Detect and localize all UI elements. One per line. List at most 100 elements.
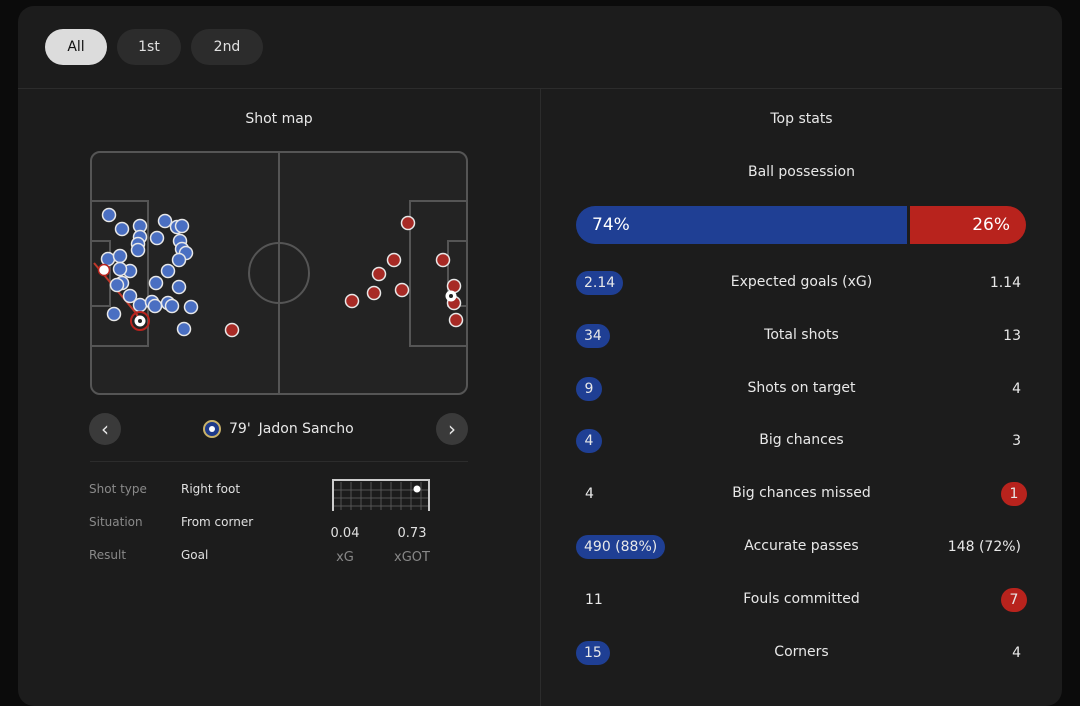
stat-row-fouls: 11 Fouls committed 7 bbox=[541, 585, 1062, 615]
home-shot-marker[interactable] bbox=[171, 252, 187, 268]
xg-label: xG bbox=[336, 550, 354, 565]
chevron-right-icon: › bbox=[448, 417, 456, 441]
home-shot-marker[interactable] bbox=[112, 261, 128, 277]
stat-label: Fouls committed bbox=[743, 591, 860, 607]
stat-away-value: 13 bbox=[1003, 328, 1021, 344]
shot-detail-divider bbox=[90, 461, 468, 462]
stat-home-value: 490 (88%) bbox=[576, 535, 666, 559]
stat-away-value: 148 (72%) bbox=[947, 539, 1021, 555]
home-shot-marker[interactable] bbox=[106, 306, 122, 322]
tab-first-half[interactable]: 1st bbox=[117, 29, 181, 65]
stat-home-value: 11 bbox=[585, 592, 603, 608]
stat-label: Big chances bbox=[759, 432, 844, 448]
away-shots bbox=[224, 215, 464, 338]
goal-frame-icon bbox=[332, 479, 430, 511]
pitch-svg bbox=[92, 153, 466, 393]
home-shot-marker[interactable] bbox=[157, 213, 173, 229]
away-shot-marker[interactable] bbox=[400, 215, 416, 231]
left-penalty-box bbox=[92, 200, 149, 347]
stat-home-value: 9 bbox=[576, 377, 602, 401]
stat-row-shots-on-target: 9 Shots on target 4 bbox=[541, 374, 1062, 404]
stat-away-value: 7 bbox=[1001, 588, 1027, 612]
home-shot-marker[interactable] bbox=[114, 221, 130, 237]
goal-markers bbox=[97, 263, 457, 331]
stat-away-value: 1.14 bbox=[989, 275, 1021, 291]
shot-minute: 79' bbox=[229, 421, 251, 437]
next-shot-button[interactable]: › bbox=[436, 413, 468, 445]
stat-row-big-chances-missed: 4 Big chances missed 1 bbox=[541, 479, 1062, 509]
possession-away: 26% bbox=[910, 206, 1026, 244]
stat-away-value: 1 bbox=[1001, 482, 1027, 506]
stat-home-value: 4 bbox=[585, 486, 594, 502]
home-shot-marker[interactable] bbox=[174, 218, 190, 234]
stat-row-corners: 15 Corners 4 bbox=[541, 638, 1062, 668]
home-shot-marker[interactable] bbox=[164, 298, 180, 314]
away-shot-marker[interactable] bbox=[366, 285, 382, 301]
possession-bar: 74% 26% bbox=[576, 206, 1026, 244]
column-divider bbox=[540, 89, 541, 706]
result-value: Goal bbox=[181, 548, 209, 562]
header-divider bbox=[18, 88, 1062, 89]
stat-away-value: 4 bbox=[1012, 381, 1021, 397]
home-shot-marker[interactable] bbox=[122, 288, 138, 304]
tab-second-half[interactable]: 2nd bbox=[191, 29, 263, 65]
shot-type-label: Shot type bbox=[89, 482, 147, 496]
stat-home-value: 4 bbox=[576, 429, 602, 453]
home-shot-marker[interactable] bbox=[160, 263, 176, 279]
xgot-value: 0.73 bbox=[397, 526, 427, 541]
away-shot-marker[interactable] bbox=[448, 312, 464, 328]
match-stats-card: All 1st 2nd Shot map bbox=[18, 6, 1062, 706]
away-shot-marker[interactable] bbox=[446, 278, 462, 294]
chelsea-badge-icon bbox=[203, 420, 221, 438]
shot-map-title: Shot map bbox=[245, 111, 313, 127]
pitch-lines bbox=[92, 153, 466, 393]
prev-shot-button[interactable]: ‹ bbox=[89, 413, 121, 445]
away-shot-marker[interactable] bbox=[435, 252, 451, 268]
stat-label: Accurate passes bbox=[744, 538, 859, 554]
stat-label: Big chances missed bbox=[732, 485, 871, 501]
home-shot-marker[interactable] bbox=[130, 242, 146, 258]
possession-label: Ball possession bbox=[748, 164, 855, 180]
goal-ball-icon bbox=[97, 263, 111, 277]
home-shot-marker[interactable] bbox=[176, 321, 192, 337]
away-shot-marker[interactable] bbox=[344, 293, 360, 309]
home-shot-marker[interactable] bbox=[109, 277, 125, 293]
goal-ball-center bbox=[449, 294, 453, 298]
away-shot-marker[interactable] bbox=[371, 266, 387, 282]
home-shot-marker[interactable] bbox=[149, 230, 165, 246]
shot-type-value: Right foot bbox=[181, 482, 241, 496]
stat-label: Expected goals (xG) bbox=[730, 274, 873, 290]
stat-label: Corners bbox=[774, 644, 829, 660]
ball-placement-icon bbox=[413, 485, 421, 493]
home-shots bbox=[100, 207, 199, 337]
situation-value: From corner bbox=[181, 515, 254, 529]
result-label: Result bbox=[89, 548, 127, 562]
stat-row-xg: 2.14 Expected goals (xG) 1.14 bbox=[541, 268, 1062, 298]
shot-player-name: Jadon Sancho bbox=[258, 421, 354, 437]
stat-home-value: 15 bbox=[576, 641, 610, 665]
stat-home-value: 34 bbox=[576, 324, 610, 348]
selected-shot-info: 79' Jadon Sancho bbox=[203, 420, 354, 438]
home-shot-marker[interactable] bbox=[147, 298, 163, 314]
away-shot-marker[interactable] bbox=[386, 252, 402, 268]
left-six-yard-box bbox=[92, 240, 111, 307]
selected-shot-ring bbox=[130, 311, 150, 331]
stat-label: Total shots bbox=[764, 327, 839, 343]
center-circle bbox=[248, 242, 310, 304]
stat-away-value: 3 bbox=[1012, 433, 1021, 449]
right-penalty-box bbox=[409, 200, 466, 347]
goal-ball-center bbox=[138, 319, 142, 323]
shot-map-pitch[interactable] bbox=[90, 151, 468, 395]
home-shot-marker[interactable] bbox=[148, 275, 164, 291]
stat-row-accurate-passes: 490 (88%) Accurate passes 148 (72%) bbox=[541, 532, 1062, 562]
home-shot-marker[interactable] bbox=[100, 251, 116, 267]
home-shot-marker[interactable] bbox=[132, 297, 148, 313]
away-shot-marker[interactable] bbox=[394, 282, 410, 298]
away-shot-marker[interactable] bbox=[224, 322, 240, 338]
tab-all[interactable]: All bbox=[45, 29, 107, 65]
home-shot-marker[interactable] bbox=[171, 279, 187, 295]
home-shot-marker[interactable] bbox=[183, 299, 199, 315]
home-shot-marker[interactable] bbox=[101, 207, 117, 223]
home-shot-marker[interactable] bbox=[112, 248, 128, 264]
stat-label: Shots on target bbox=[747, 380, 856, 396]
